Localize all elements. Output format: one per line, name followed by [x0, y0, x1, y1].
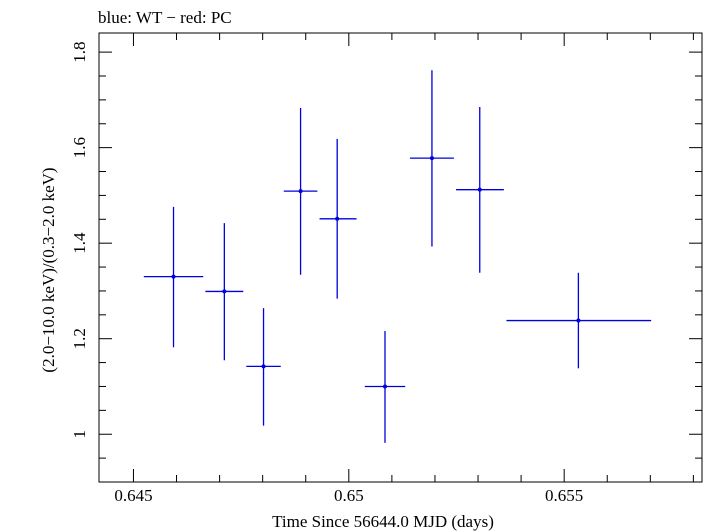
point-marker: [298, 189, 303, 194]
data-points: [143, 70, 652, 443]
x-tick-label: 0.655: [545, 486, 583, 505]
y-tick-label: 1.2: [70, 328, 89, 349]
point-marker: [335, 216, 340, 221]
y-tick-label: 1.6: [70, 137, 89, 158]
data-point: [506, 272, 652, 369]
data-point: [456, 107, 504, 273]
data-point: [205, 223, 244, 361]
axis-tick-labels: 0.645 0.65 0.655 1 1.2 1.4 1.6 1.8: [70, 41, 583, 505]
y-tick-label: 1.4: [70, 232, 89, 254]
data-point: [364, 331, 406, 443]
x-tick-label: 0.65: [334, 486, 364, 505]
x-tick-label: 0.645: [114, 486, 152, 505]
point-marker: [429, 156, 434, 161]
point-marker: [261, 364, 266, 369]
y-axis-label: (2.0−10.0 keV)/(0.3−2.0 keV): [39, 167, 58, 372]
y-tick-label: 1: [70, 430, 89, 439]
chart-title: blue: WT − red: PC: [98, 8, 232, 27]
data-point: [143, 206, 204, 348]
data-point: [283, 107, 318, 275]
data-point: [409, 70, 454, 247]
point-marker: [477, 187, 482, 192]
point-marker: [382, 384, 387, 389]
point-marker: [576, 318, 581, 323]
axis-ticks: [99, 33, 702, 483]
data-point: [246, 308, 281, 426]
x-axis-label: Time Since 56644.0 MJD (days): [272, 512, 494, 531]
data-point: [319, 139, 357, 299]
y-tick-label: 1.8: [70, 41, 89, 62]
plot-frame: [98, 32, 703, 483]
point-marker: [171, 274, 176, 279]
point-marker: [222, 289, 227, 294]
